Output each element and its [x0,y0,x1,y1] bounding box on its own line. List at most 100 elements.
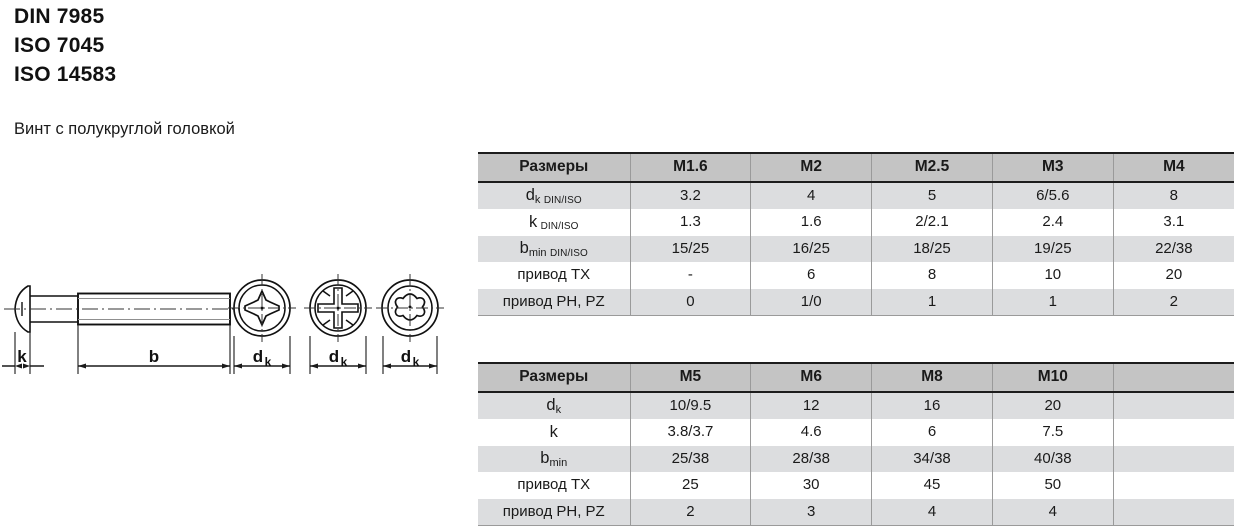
table-row: bmin DIN/ISO 15/25 16/25 18/25 19/25 22/… [478,235,1234,262]
table-cell: - [629,262,752,289]
table-cell: 6 [750,262,873,289]
row-label-bmin: bmin DIN/ISO [478,235,631,262]
table-cell: 4 [871,498,993,526]
standards-title-block: DIN 7985 ISO 7045 ISO 14583 [14,2,454,89]
label-b: b [149,347,159,366]
table-row: привод TX 25 30 45 50 [478,472,1234,499]
torx-dimension-dk [383,363,437,369]
table-row: k DIN/ISO 1.3 1.6 2/2.1 2.4 3.1 [478,209,1234,236]
row-label-drive-tx: привод TX [478,262,631,289]
table-cell: 1.3 [629,209,752,236]
table-row: bmin 25/38 28/38 34/38 40/38 [478,445,1234,472]
svg-text:k: k [265,355,272,369]
table-row: привод TX - 6 8 10 20 [478,262,1234,289]
pozidriv-centerlines [304,274,372,342]
table-cell: 5 [871,181,993,209]
table-cell: 7.5 [991,419,1114,446]
pozidriv-center-dot [336,306,340,310]
dimension-b [78,363,230,369]
table-row: привод PH, PZ 0 1/0 1 1 2 [478,288,1234,316]
column-header-size: M1.6 [629,152,752,183]
table-cell: 3.1 [1112,209,1234,236]
row-label-bmin: bmin [478,445,631,472]
product-name: Винт с полукруглой головкой [14,120,235,138]
table-cell: 4 [991,498,1114,526]
row-label-drive-ph-pz: привод PH, PZ [478,288,631,316]
head-view-phillips [228,274,296,374]
phillips-centerlines [228,274,296,342]
label-dk-pozidriv: d k [329,347,348,369]
column-header-size: M3 [991,152,1114,183]
column-header-size: M6 [750,362,873,393]
standard-line-iso7045: ISO 7045 [14,34,105,57]
svg-text:d: d [401,347,411,366]
head-view-pozidriv [304,274,372,374]
row-label-drive-tx: привод TX [478,472,631,499]
phillips-center-dot [260,306,264,310]
table-header-row: Размеры M1.6 M2 M2.5 M3 M4 [478,152,1234,183]
column-header-dimensions: Размеры [478,362,631,393]
table-row: dk 10/9.5 12 16 20 [478,391,1234,419]
table-cell: 2 [1112,288,1234,316]
table-cell: 6/5.6 [991,181,1114,209]
table-cell: 3.8/3.7 [629,419,752,446]
svg-text:d: d [253,347,263,366]
column-header-size: M4 [1112,152,1234,183]
table-cell: 8 [1112,181,1234,209]
table-cell: 25/38 [629,445,752,472]
row-label-k: k [478,419,631,446]
table-cell-empty [1112,419,1234,446]
column-header-size: M2.5 [871,152,993,183]
table-cell: 16/25 [750,235,873,262]
table-cell: 3.2 [629,181,752,209]
table-cell-empty [1112,391,1234,419]
phillips-dimension-dk [234,363,290,369]
table-cell: 3 [750,498,873,526]
table-cell: 2/2.1 [871,209,993,236]
table-cell: 25 [629,472,752,499]
table-cell: 8 [871,262,993,289]
table-cell: 18/25 [871,235,993,262]
column-header-size: M8 [871,362,993,393]
table-cell: 20 [1112,262,1234,289]
table-cell: 1/0 [750,288,873,316]
table-cell: 22/38 [1112,235,1234,262]
row-label-dk: dk DIN/ISO [478,181,631,209]
head-view-torx [376,274,444,374]
label-dk-phillips: d k [253,347,272,369]
table-cell: 20 [991,391,1114,419]
column-header-size: M2 [750,152,873,183]
table-cell: 1 [991,288,1114,316]
torx-centerlines [376,274,444,342]
table-cell: 4.6 [750,419,873,446]
screw-thread-root-lines [78,297,230,321]
table-cell: 28/38 [750,445,873,472]
label-dk-torx: d k [401,347,420,369]
table-cell: 12 [750,391,873,419]
table-row: привод PH, PZ 2 3 4 4 [478,498,1234,526]
table-cell: 1 [871,288,993,316]
column-header-size: M10 [991,362,1114,393]
table-cell: 10/9.5 [629,391,752,419]
dimension-k [2,363,44,369]
table-cell: 6 [871,419,993,446]
table-cell: 0 [629,288,752,316]
column-header-empty [1112,362,1234,393]
table-cell: 15/25 [629,235,752,262]
pozidriv-diagonal-ribs [322,290,354,326]
table-cell: 10 [991,262,1114,289]
torx-ext-lines [382,336,438,374]
technical-drawing: k b d k d k d k [0,262,460,387]
pozidriv-ext-lines [309,336,367,374]
torx-center-dot [408,305,412,309]
drawing-svg: k b d k d k d k [2,274,444,374]
table-cell: 2 [629,498,752,526]
phillips-ext-lines [233,336,291,374]
pozidriv-dimension-dk [310,363,366,369]
table-cell: 45 [871,472,993,499]
table-header-row: Размеры M5 M6 M8 M10 [478,362,1234,393]
svg-text:k: k [413,355,420,369]
spec-table-metric-small: Размеры M1.6 M2 M2.5 M3 M4 dk DIN/ISO 3.… [478,152,1234,316]
spec-table-metric-large: Размеры M5 M6 M8 M10 dk 10/9.5 12 16 20 … [478,362,1234,526]
row-label-drive-ph-pz: привод PH, PZ [478,498,631,526]
